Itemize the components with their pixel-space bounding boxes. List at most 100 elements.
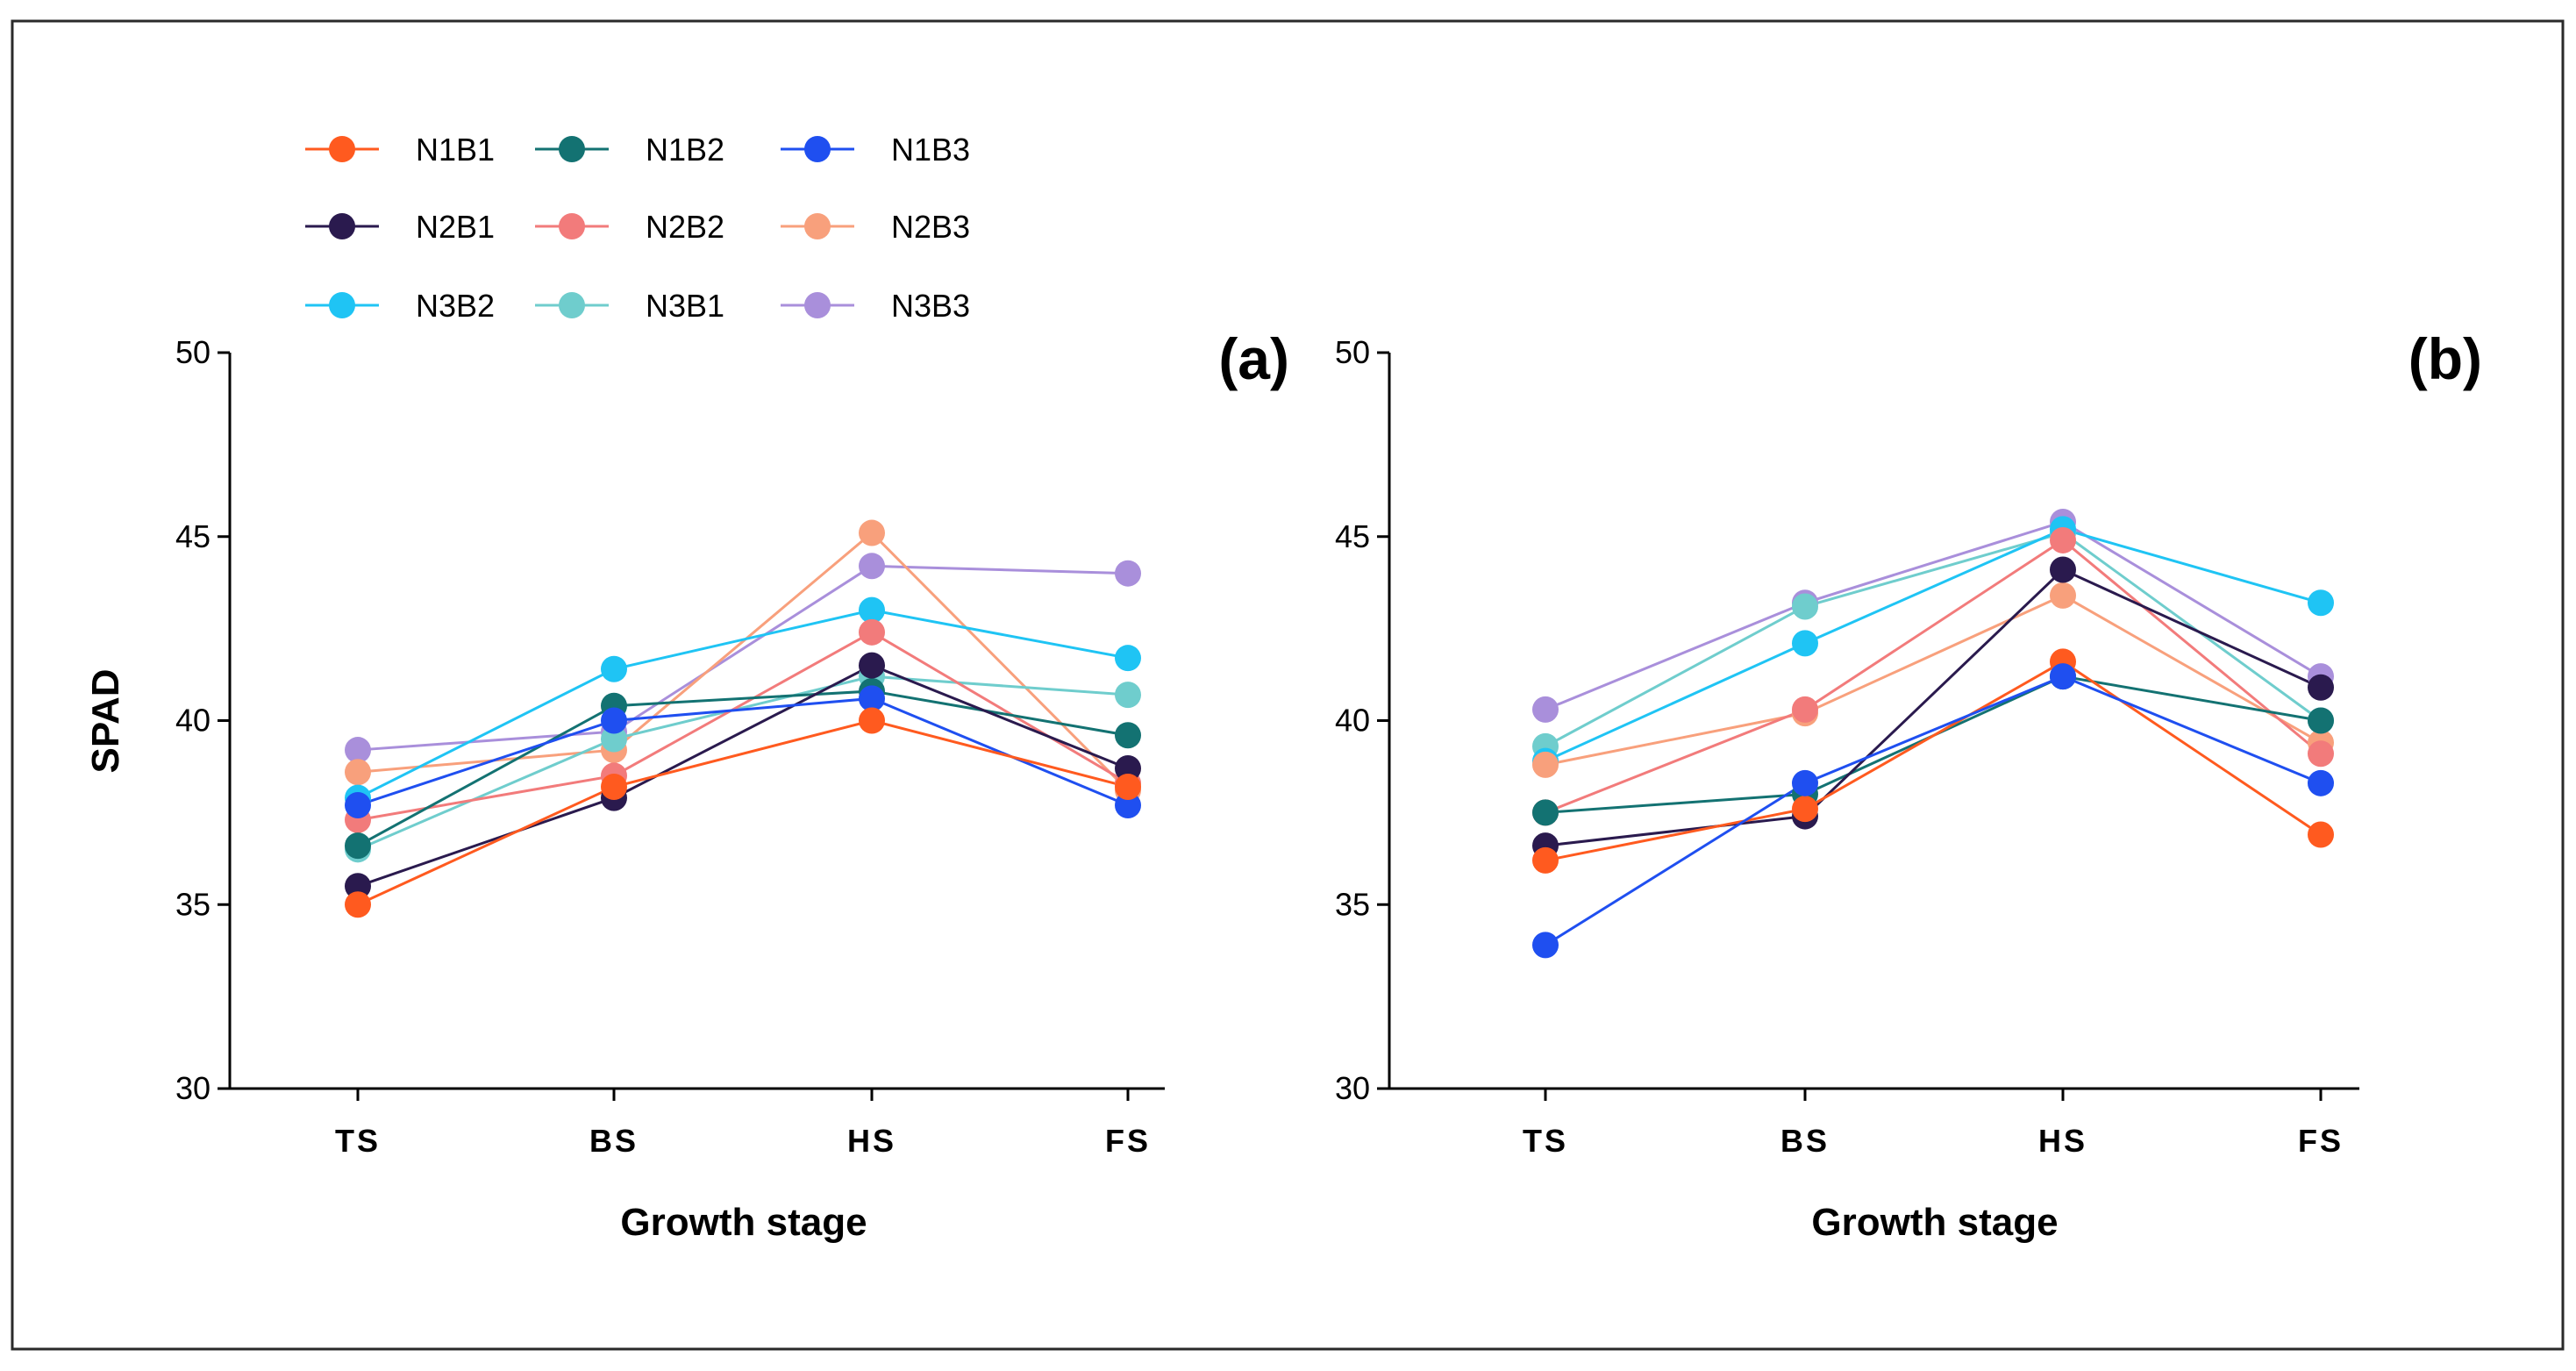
- legend-marker: [329, 136, 355, 162]
- legend-item-n1b3: N1B3: [781, 132, 970, 168]
- y-tick-label: 35: [175, 886, 211, 922]
- point-n2b3-hs: [2050, 582, 2076, 609]
- legend-label: N3B1: [646, 288, 724, 324]
- point-n1b2-ts: [1532, 799, 1559, 826]
- point-n3b3-ts: [345, 737, 371, 764]
- series-layer: [1532, 508, 2334, 959]
- series-line-n1b3: [357, 696, 1129, 807]
- point-n2b1-hs: [2050, 556, 2076, 583]
- point-n3b2-bs: [1792, 630, 1818, 657]
- legend-item-n2b1: N2B1: [305, 209, 495, 245]
- legend-marker: [559, 136, 585, 162]
- point-n1b3-bs: [601, 707, 627, 734]
- y-tick-label: 40: [1335, 703, 1370, 739]
- legend: N1B1 N1B2 N1B3 N2B1 N2B2 N2B3 N3B2 N3B1 N3B3: [305, 132, 970, 324]
- series-line-n1b1: [357, 718, 1129, 906]
- series-line-n2b2: [357, 631, 1129, 822]
- x-axis-title: Growth stage: [620, 1201, 867, 1244]
- legend-item-n2b2: N2B2: [535, 209, 724, 245]
- panel-a: 30 35 40 45 50 TS BS HS FS SPAD Growth stage (a): [84, 326, 1289, 1244]
- legend-label: N2B2: [646, 209, 724, 245]
- point-n2b2-hs: [2050, 526, 2076, 553]
- point-n2b2-hs: [859, 618, 885, 646]
- legend-item-n3b2: N3B2: [305, 288, 495, 324]
- series-line-n3b2: [1545, 527, 2322, 763]
- legend-marker: [804, 136, 831, 162]
- point-n1b3-hs: [2050, 663, 2076, 690]
- point-n1b3-ts: [1532, 932, 1559, 959]
- point-n3b2-hs: [859, 596, 885, 624]
- point-n3b3-hs: [859, 553, 885, 580]
- x-tick-label: FS: [2298, 1123, 2344, 1159]
- point-n3b3-fs: [1115, 560, 1141, 587]
- y-axis-title: SPAD: [84, 669, 127, 774]
- x-tick-label: HS: [2038, 1123, 2087, 1159]
- point-n3b1-bs: [601, 725, 627, 753]
- x-tick-label: FS: [1105, 1123, 1151, 1159]
- point-n1b2-fs: [1115, 722, 1141, 749]
- series-layer: [345, 519, 1141, 918]
- point-n2b1-fs: [1115, 755, 1141, 782]
- point-n2b2-fs: [2308, 740, 2334, 768]
- legend-marker: [559, 292, 585, 318]
- y-tick-label: 50: [1335, 334, 1370, 370]
- legend-item-n2b3: N2B3: [781, 209, 970, 245]
- legend-label: N1B2: [646, 132, 724, 168]
- series-line-n2b1: [1545, 568, 2322, 847]
- x-tick-label: BS: [1780, 1123, 1830, 1159]
- x-tick-label: TS: [335, 1123, 381, 1159]
- axis-ticks: 30 35 40 45 50 TS BS HS FS: [175, 334, 1151, 1159]
- axis-ticks: 30 35 40 45 50 TS BS HS FS: [1335, 334, 2344, 1159]
- point-n1b1-fs: [2308, 821, 2334, 848]
- point-n1b1-ts: [345, 891, 371, 918]
- point-n1b1-bs: [601, 774, 627, 801]
- legend-label: N1B3: [891, 132, 970, 168]
- point-n1b3-fs: [1115, 791, 1141, 818]
- legend-marker: [804, 292, 831, 318]
- figure-border: [11, 19, 2565, 1351]
- series-line-n2b3: [357, 531, 1130, 792]
- point-n2b1-hs: [859, 652, 885, 679]
- legend-marker: [804, 213, 831, 239]
- panel-b: 30 35 40 45 50 TS BS HS FS Growth stage (b): [1335, 326, 2482, 1244]
- x-tick-label: TS: [1523, 1123, 1568, 1159]
- panel-label-b: (b): [2408, 326, 2482, 391]
- point-n2b3-ts: [1532, 751, 1559, 778]
- point-n2b2-bs: [1792, 696, 1818, 723]
- series-line-n3b1: [357, 675, 1129, 851]
- legend-label: N2B1: [416, 209, 495, 245]
- point-n1b3-ts: [345, 791, 371, 818]
- point-n3b2-fs: [1115, 645, 1141, 672]
- series-line-n1b2: [357, 689, 1129, 847]
- point-n2b1-fs: [2308, 674, 2334, 701]
- point-n1b3-fs: [2308, 769, 2334, 796]
- series-line-n3b3: [357, 564, 1129, 752]
- y-tick-label: 45: [175, 518, 211, 554]
- panel-label-a: (a): [1218, 326, 1289, 391]
- point-n2b3-ts: [345, 759, 371, 786]
- x-axis-title: Growth stage: [1811, 1201, 2058, 1244]
- x-tick-label: BS: [589, 1123, 639, 1159]
- series-line-n2b1: [357, 663, 1129, 888]
- series-line-n2b3: [1545, 594, 2322, 767]
- point-n1b3-hs: [859, 685, 885, 712]
- x-tick-label: HS: [847, 1123, 896, 1159]
- y-tick-label: 45: [1335, 518, 1370, 554]
- legend-item-n1b2: N1B2: [535, 132, 724, 168]
- series-line-n3b2: [357, 609, 1129, 799]
- legend-label: N3B3: [891, 288, 970, 324]
- point-n1b2-fs: [2308, 707, 2334, 734]
- y-tick-label: 30: [1335, 1070, 1370, 1106]
- series-line-n3b3: [1545, 520, 2322, 711]
- legend-item-n3b3: N3B3: [781, 288, 970, 324]
- point-n3b2-bs: [601, 655, 627, 682]
- legend-label: N1B1: [416, 132, 495, 168]
- point-n3b1-bs: [1792, 593, 1818, 620]
- point-n3b2-fs: [2308, 589, 2334, 617]
- legend-item-n3b1: N3B1: [535, 288, 724, 324]
- point-n1b1-ts: [1532, 846, 1559, 874]
- point-n2b1-ts: [345, 873, 371, 900]
- legend-marker: [329, 213, 355, 239]
- legend-marker: [559, 213, 585, 239]
